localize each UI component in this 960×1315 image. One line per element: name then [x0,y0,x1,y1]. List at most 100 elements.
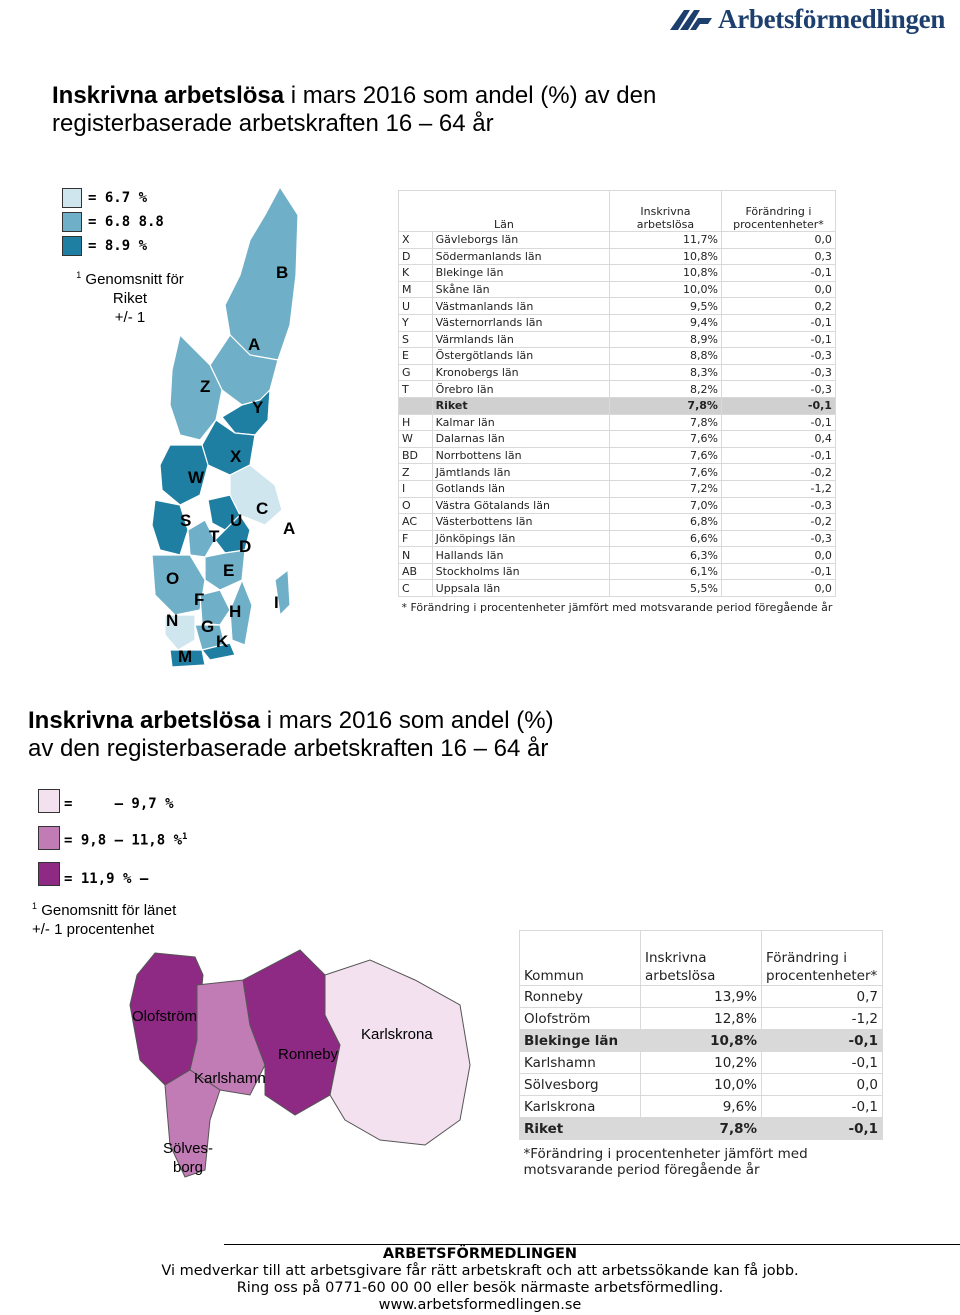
footer-url[interactable]: www.arbetsformedlingen.se [378,1297,582,1313]
note-line-2: Riket [112,290,148,307]
county-name: Stockholms län [431,562,610,581]
region-W [159,444,209,506]
municipality-change: 0,0 [761,1073,883,1096]
county-name: Västmanlands län [431,297,610,315]
municipality-table-row: Karlshamn 10,2% -0,1 [519,1051,883,1074]
county-unemployment: 9,4% [608,313,722,332]
map-label-H: H [229,602,242,621]
county-name: Kronobergs län [431,363,610,382]
county-change: -0,1 [720,413,836,432]
municipality-table-row: Olofström 12,8% -1,2 [519,1007,883,1030]
county-change: -0,2 [720,463,836,481]
county-code: N [398,546,433,564]
municipality-table: Kommun Inskrivna arbetslösa Förändring i p… [519,930,883,1178]
region-T [187,519,216,558]
map-label-karlshamn: Karlshamn [194,1070,266,1087]
municipality-name: Olofström [519,1007,641,1030]
county-unemployment: 7,8% [608,413,722,432]
county-code: K [398,264,433,282]
county-code: M [398,280,433,299]
section2-title-bold: Inskrivna arbetslösa [28,707,261,734]
header2-inskrivna-line2: arbetslösa [645,968,716,984]
county-name: Gävleborgs län [431,231,610,249]
legend-label-mid: = 6.8 8.8 [88,214,164,230]
county-name: Jämtlands län [431,463,610,481]
municipality-change: 0,7 [761,985,883,1008]
map-label-M: M [178,647,193,666]
footer-divider [224,1244,960,1245]
county-name: Västra Götalands län [431,496,610,515]
county-change: -0,3 [720,529,836,548]
map-label-D: D [239,537,252,556]
county-table-row: G Kronobergs län 8,3% -0,3 [398,363,836,382]
county-name: Riket [431,396,610,415]
county-code: C [398,579,433,598]
county-unemployment: 7,6% [608,430,722,448]
county-name: Uppsala län [431,579,610,598]
county-unemployment: 10,8% [608,247,722,266]
county-table: Län Inskrivna arbetslösa Förändring i proc… [398,190,836,616]
county-unemployment: 6,3% [608,546,722,564]
map-label-T: T [209,527,220,546]
county-change: -0,1 [720,446,836,465]
county-table-header: Län Inskrivna arbetslösa Förändring i proc… [398,190,836,232]
county-table-row: AC Västerbottens län 6,8% -0,2 [398,513,836,531]
county-code: Y [398,313,433,332]
header2-inskrivna: Inskrivna arbetslösa [640,930,762,986]
county-table-row: T Örebro län 8,2% -0,3 [398,380,836,398]
municipality-unemployment: 12,8% [640,1007,762,1030]
region-K [200,642,236,661]
note2-line-2: +/- 1 procentenhet [32,921,155,938]
county-unemployment: 11,7% [608,231,722,249]
county-change: -1,2 [720,479,836,498]
county-name: Västernorrlands län [431,313,610,332]
header-forandring-line2: procentenheter* [733,218,824,231]
legend-label-high: = 8.9 % [88,238,148,254]
footer-line-2: Ring oss på 0771-60 00 00 eller besök nä… [236,1280,724,1296]
map-label-S: S [180,511,192,530]
section2-title: Inskrivna arbetslösa i mars 2016 som and… [28,707,728,763]
municipality-name: Sölvesborg [519,1073,641,1096]
county-name: Gotlands län [431,479,610,498]
county-unemployment: 8,2% [608,380,722,398]
county-code: D [398,247,433,266]
county-change: -0,3 [720,347,836,365]
map-label-W: W [188,468,205,487]
header2-forandring: Förändring i procentenheter* [761,930,883,986]
region-Z [169,333,223,441]
county-change: 0,0 [720,579,836,598]
note2-superscript: 1 [32,901,38,911]
map-label-Y: Y [252,398,264,417]
legend2-label-mid-text: = 9,8 – 11,8 % [64,832,183,849]
region-M [169,649,206,668]
county-code: Z [398,463,433,481]
county-name: Norrbottens län [431,446,610,465]
county-table-row: E Östergötlands län 8,8% -0,3 [398,347,836,365]
county-code: W [398,430,433,448]
county-change: -0,3 [720,380,836,398]
legend2-label-high: = 11,9 % – [64,871,149,887]
county-unemployment: 5,5% [608,579,722,598]
municipality-unemployment: 7,8% [640,1117,762,1140]
county-code: BD [398,446,433,465]
municipality-unemployment: 10,2% [640,1051,762,1074]
note-line-1: Genomsnitt för [85,271,184,288]
map-label-G: G [201,617,215,636]
municipality-table-row: Blekinge län 10,8% -0,1 [519,1029,883,1052]
map-label-C: C [256,499,269,518]
legend2-label-mid-sup: 1 [182,832,188,842]
map-label-solvesborg-1: Sölves- [163,1140,214,1157]
municipality-change: -0,1 [761,1095,883,1118]
kommun-solvesborg [164,1069,221,1178]
county-table-row: BD Norrbottens län 7,6% -0,1 [398,446,836,465]
county-change: -0,1 [720,396,836,415]
county-name: Kalmar län [431,413,610,432]
legend2-label-low: = – 9,7 % [64,796,174,812]
header-forandring-line1: Förändring i [745,205,812,218]
section2-title-rest: i mars 2016 som andel (%) [260,707,554,734]
county-name: Dalarnas län [431,430,610,448]
county-unemployment: 8,8% [608,347,722,365]
county-code [398,396,433,415]
county-name: Blekinge län [431,264,610,282]
county-code: O [398,496,433,515]
